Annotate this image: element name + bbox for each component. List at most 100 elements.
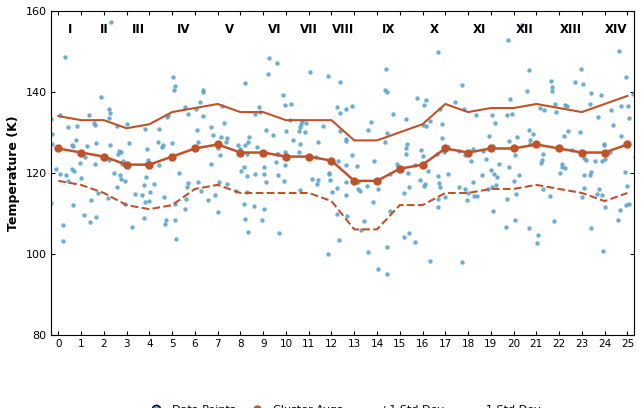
Text: XII: XII: [516, 23, 534, 36]
Point: [331, 104, 342, 110]
Point: [335, 110, 345, 116]
Point: [536, 160, 546, 166]
Point: [153, 126, 164, 132]
Point: [46, 116, 56, 123]
Point: [487, 184, 497, 190]
Point: [623, 115, 634, 122]
Point: [569, 78, 580, 85]
Point: [295, 186, 306, 193]
Point: [381, 271, 392, 278]
Point: [311, 154, 321, 161]
Point: [471, 111, 481, 118]
Point: [264, 55, 274, 61]
Point: [437, 120, 447, 127]
Point: [550, 100, 560, 107]
Point: [183, 180, 193, 186]
Point: [488, 207, 498, 214]
Point: [393, 164, 403, 170]
Point: [206, 124, 216, 131]
Point: [263, 71, 273, 77]
Point: [502, 111, 512, 118]
Point: [120, 200, 130, 207]
Point: [593, 113, 603, 120]
Point: [272, 151, 282, 157]
Point: [90, 160, 100, 167]
Point: [271, 158, 281, 165]
Point: [206, 161, 216, 168]
Point: [512, 133, 522, 140]
Point: [82, 142, 92, 149]
Point: [117, 161, 128, 168]
Point: [91, 214, 101, 220]
Point: [401, 151, 412, 157]
Point: [560, 102, 570, 109]
Point: [354, 188, 365, 195]
Point: [183, 111, 193, 118]
Point: [555, 170, 565, 176]
Point: [567, 147, 577, 153]
Point: [504, 163, 514, 170]
Point: [297, 117, 308, 124]
Point: [249, 203, 259, 209]
Point: [213, 208, 223, 215]
Point: [418, 122, 428, 129]
Point: [494, 161, 504, 167]
Point: [381, 130, 392, 136]
Point: [463, 189, 473, 196]
Point: [273, 151, 283, 157]
Point: [598, 141, 609, 147]
Point: [487, 112, 498, 118]
Point: [525, 67, 535, 73]
Point: [261, 178, 271, 185]
Point: [547, 84, 557, 90]
Point: [450, 98, 460, 105]
Point: [252, 144, 263, 150]
Point: [525, 126, 535, 133]
Point: [154, 162, 164, 168]
Point: [76, 175, 86, 182]
Point: [433, 196, 443, 202]
Point: [433, 180, 444, 186]
Point: [153, 139, 164, 146]
Point: [71, 137, 82, 144]
Point: [140, 199, 150, 205]
Point: [180, 206, 190, 213]
Point: [440, 193, 450, 200]
Point: [623, 200, 634, 207]
Point: [213, 144, 223, 151]
Point: [608, 122, 618, 128]
Point: [505, 96, 515, 102]
Point: [157, 142, 168, 148]
Point: [342, 138, 352, 145]
Point: [236, 168, 246, 174]
Point: [281, 148, 291, 155]
Point: [241, 151, 252, 157]
Point: [620, 169, 630, 176]
Text: X: X: [429, 23, 438, 36]
Point: [257, 217, 267, 224]
Point: [301, 119, 311, 126]
Point: [91, 140, 101, 146]
Point: [250, 111, 260, 117]
Point: [596, 192, 607, 198]
Point: [628, 91, 638, 98]
Point: [208, 132, 218, 138]
Point: [221, 180, 232, 187]
Point: [342, 213, 352, 219]
Point: [250, 171, 260, 177]
Point: [523, 88, 533, 94]
Text: VI: VI: [268, 23, 281, 36]
Point: [171, 235, 181, 242]
Point: [144, 188, 155, 195]
Point: [239, 80, 250, 86]
Point: [514, 172, 525, 179]
Point: [369, 158, 379, 164]
Point: [504, 137, 514, 144]
Point: [420, 181, 430, 187]
Point: [312, 181, 322, 188]
Point: [236, 146, 246, 152]
Point: [268, 131, 278, 138]
Point: [468, 146, 478, 152]
Point: [130, 191, 140, 197]
Point: [285, 117, 295, 123]
